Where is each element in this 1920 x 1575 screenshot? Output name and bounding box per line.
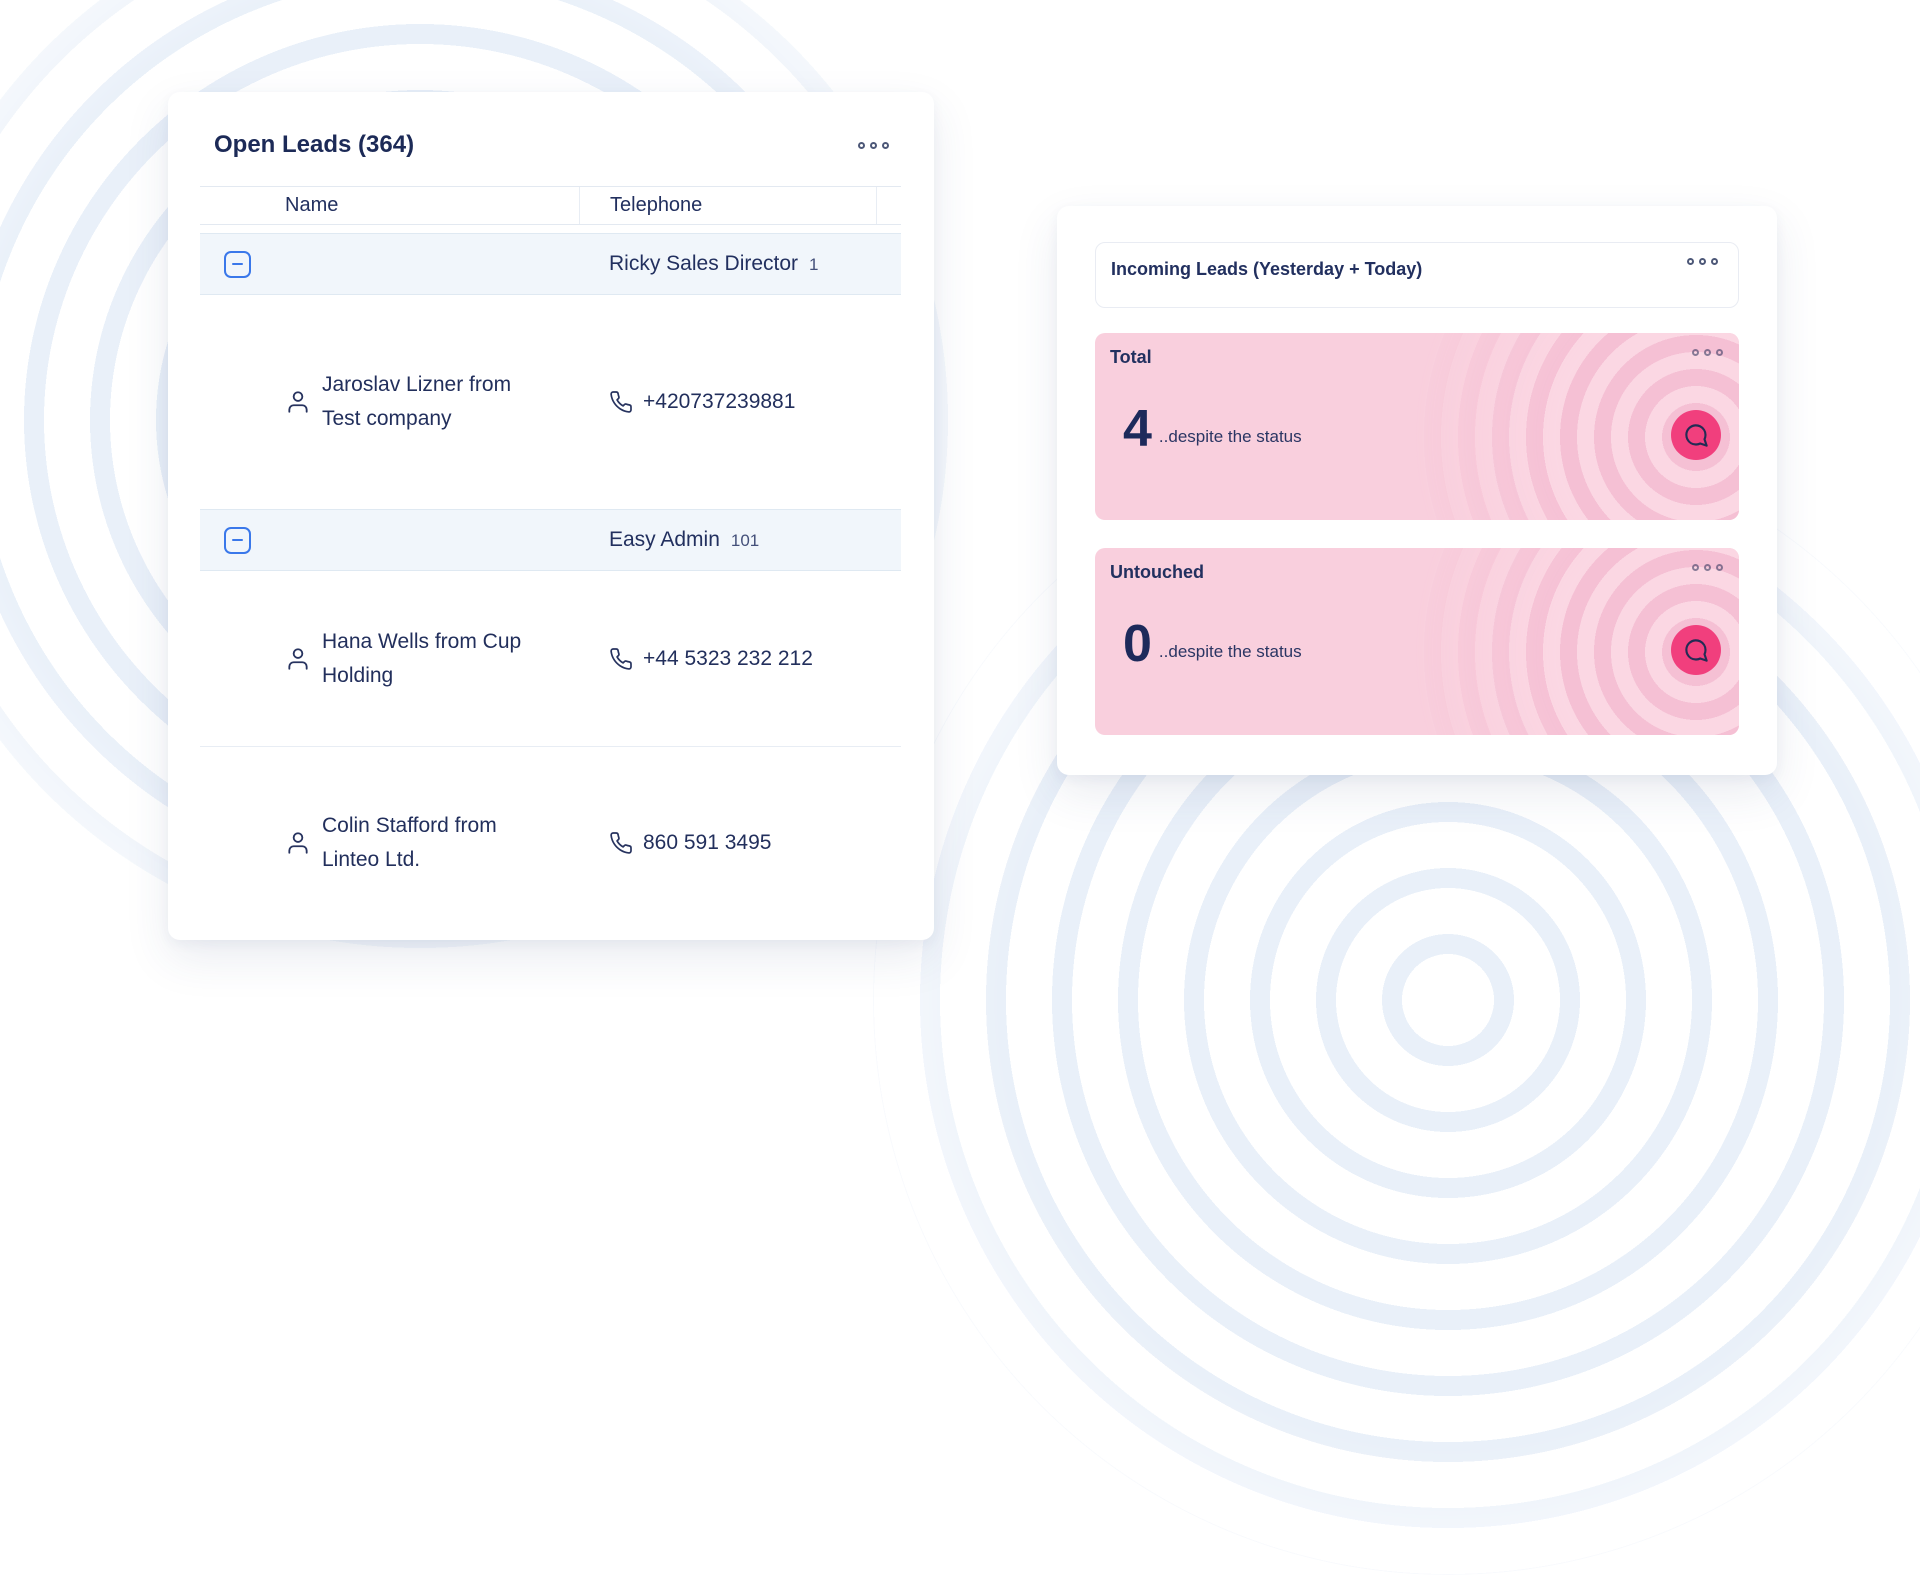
stat-value: 0 bbox=[1123, 615, 1152, 673]
group-row-ricky-sales-director[interactable]: Ricky Sales Director 1 bbox=[200, 233, 901, 295]
ellipsis-icon bbox=[870, 141, 877, 149]
lead-name: Jaroslav Lizner from Test company bbox=[322, 373, 512, 430]
ellipsis-icon bbox=[1699, 258, 1706, 265]
stat-caption: ..despite the status bbox=[1158, 426, 1302, 446]
group-label: Easy Admin bbox=[609, 528, 720, 551]
group-label: Ricky Sales Director bbox=[609, 252, 799, 275]
ellipsis-icon bbox=[882, 141, 889, 149]
open-leads-header: Open Leads (364) bbox=[200, 130, 901, 160]
ellipsis-icon bbox=[1711, 258, 1718, 265]
ellipsis-icon bbox=[1716, 564, 1723, 571]
open-leads-menu-button[interactable] bbox=[858, 141, 889, 149]
chat-bubble-icon bbox=[1684, 638, 1708, 662]
stat-caption: ..despite the status bbox=[1158, 641, 1302, 661]
stat-card-menu-button[interactable] bbox=[1692, 564, 1723, 571]
phone-icon bbox=[610, 391, 632, 413]
group-row-easy-admin[interactable]: Easy Admin 101 bbox=[200, 509, 901, 571]
table-row[interactable]: Colin Stafford from Linteo Ltd. 860 591 … bbox=[200, 746, 901, 939]
phone-icon bbox=[610, 647, 632, 670]
open-leads-card: Open Leads (364) Name Telephone Ricky Sa… bbox=[168, 92, 934, 940]
collapse-group-button[interactable] bbox=[224, 250, 251, 278]
incoming-leads-menu-button[interactable] bbox=[1687, 258, 1718, 265]
table-row[interactable]: Hana Wells from Cup Holding +44 5323 232… bbox=[200, 571, 901, 746]
incoming-leads-card: Incoming Leads (Yesterday + Today) Total… bbox=[1057, 206, 1777, 775]
open-leads-title: Open Leads (364) bbox=[214, 131, 415, 158]
lead-phone: 860 591 3495 bbox=[643, 831, 772, 854]
stat-label: Total bbox=[1110, 347, 1152, 367]
chat-bubble-badge[interactable] bbox=[1671, 410, 1721, 460]
stat-card-total: Total 4 ..despite the status bbox=[1095, 333, 1739, 520]
table-header-row: Name Telephone bbox=[200, 186, 901, 225]
phone-icon bbox=[610, 832, 632, 854]
lead-name: Hana Wells from Cup Holding bbox=[322, 629, 522, 687]
lead-phone-link[interactable]: +420737239881 bbox=[579, 390, 876, 414]
group-count: 101 bbox=[730, 531, 760, 550]
stat-card-untouched: Untouched 0 ..despite the status bbox=[1095, 548, 1739, 735]
ellipsis-icon bbox=[1716, 349, 1723, 356]
person-icon bbox=[288, 647, 308, 670]
column-header-name: Name bbox=[285, 194, 339, 216]
minus-icon bbox=[232, 539, 243, 541]
ellipsis-icon bbox=[1692, 564, 1699, 571]
group-count: 1 bbox=[809, 255, 819, 274]
person-icon bbox=[288, 391, 308, 413]
lead-phone: +420737239881 bbox=[643, 390, 796, 413]
lead-phone-link[interactable]: +44 5323 232 212 bbox=[579, 647, 876, 671]
lead-phone: +44 5323 232 212 bbox=[643, 646, 813, 670]
table-row[interactable]: Jaroslav Lizner from Test company +42073… bbox=[200, 295, 901, 509]
lead-name: Colin Stafford from Linteo Ltd. bbox=[322, 814, 497, 871]
stat-label: Untouched bbox=[1110, 562, 1204, 582]
chat-bubble-icon bbox=[1684, 423, 1708, 447]
collapse-group-button[interactable] bbox=[224, 526, 251, 554]
chat-bubble-badge[interactable] bbox=[1671, 625, 1721, 675]
open-leads-table: Name Telephone Ricky Sales Director 1 Ja… bbox=[200, 186, 901, 939]
ellipsis-icon bbox=[1687, 258, 1694, 265]
incoming-leads-header: Incoming Leads (Yesterday + Today) bbox=[1095, 242, 1739, 308]
column-header-telephone: Telephone bbox=[579, 187, 876, 224]
column-header-extra bbox=[876, 187, 901, 224]
ellipsis-icon bbox=[1704, 349, 1711, 356]
ellipsis-icon bbox=[1704, 564, 1711, 571]
person-icon bbox=[288, 832, 308, 854]
lead-phone-link[interactable]: 860 591 3495 bbox=[579, 831, 876, 855]
minus-icon bbox=[232, 263, 243, 265]
ellipsis-icon bbox=[858, 141, 865, 149]
ellipsis-icon bbox=[1692, 349, 1699, 356]
stat-value: 4 bbox=[1123, 400, 1152, 458]
stat-card-menu-button[interactable] bbox=[1692, 349, 1723, 356]
incoming-leads-title: Incoming Leads (Yesterday + Today) bbox=[1111, 259, 1423, 279]
